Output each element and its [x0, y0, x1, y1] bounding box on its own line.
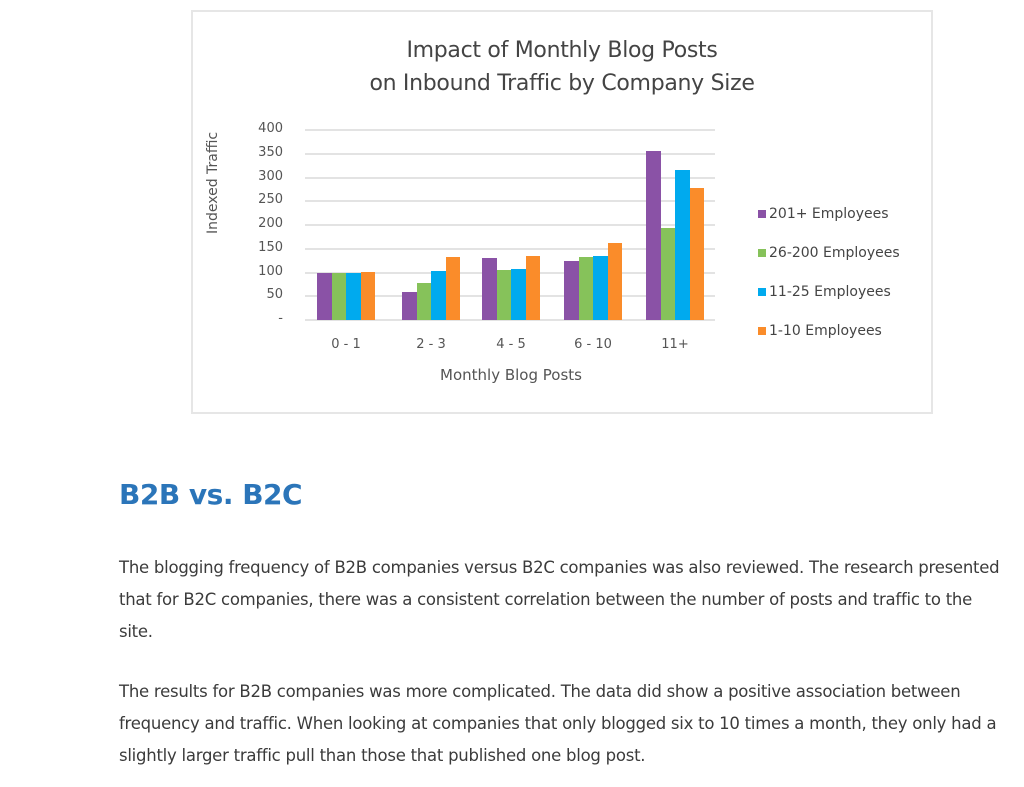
chart-legend: 201+ Employees 26-200 Employees 11-25 Empl… — [758, 194, 900, 350]
bar — [689, 188, 704, 320]
legend-item: 11-25 Employees — [758, 272, 900, 311]
y-tick-label: - — [278, 311, 283, 326]
legend-item: 1-10 Employees — [758, 311, 900, 350]
chart-title-line-2: on Inbound Traffic by Company Size — [369, 71, 755, 96]
bar — [331, 272, 346, 320]
bar — [593, 255, 608, 320]
bar — [511, 269, 526, 320]
x-tick-label: 4 - 5 — [496, 337, 526, 352]
x-tick-label: 2 - 3 — [416, 337, 446, 352]
bar — [646, 151, 661, 320]
y-tick-label: 300 — [258, 168, 283, 184]
y-tick-label: 200 — [258, 216, 283, 231]
bar — [578, 257, 593, 320]
bar — [416, 282, 431, 320]
bar — [445, 257, 460, 320]
chart-title: Impact of Monthly Blog Posts on Inbound … — [193, 34, 931, 100]
bar — [431, 271, 446, 320]
x-axis-label: Monthly Blog Posts — [440, 366, 582, 384]
chart-title-line-1: Impact of Monthly Blog Posts — [406, 38, 718, 63]
legend-label: 1-10 Employees — [769, 322, 882, 339]
x-tick-label: 0 - 1 — [331, 337, 361, 352]
gridline — [305, 224, 715, 226]
x-tick-label: 6 - 10 — [574, 337, 612, 352]
gridline — [305, 152, 715, 155]
section-heading: B2B vs. B2C — [119, 478, 303, 511]
legend-swatch-icon — [758, 248, 766, 257]
chart-container: Impact of Monthly Blog Posts on Inbound … — [191, 10, 933, 414]
bar — [496, 270, 511, 320]
x-tick-label: 11+ — [661, 337, 689, 352]
bar — [346, 272, 361, 320]
gridline — [305, 129, 715, 131]
bar — [317, 272, 332, 320]
bar — [482, 258, 497, 320]
legend-label: 201+ Employees — [769, 205, 889, 222]
y-tick-label: 350 — [258, 144, 283, 160]
paragraph-1: The blogging frequency of B2B companies … — [119, 558, 1000, 641]
legend-swatch-icon — [758, 326, 766, 335]
legend-item: 201+ Employees — [758, 194, 900, 233]
y-tick-label: 250 — [258, 192, 283, 208]
bar — [525, 256, 540, 320]
y-tick-label: 400 — [258, 121, 283, 136]
legend-label: 26-200 Employees — [769, 244, 900, 261]
bar — [564, 260, 579, 320]
y-tick-label: 100 — [258, 263, 283, 279]
gridline — [305, 200, 715, 203]
gridline — [305, 176, 715, 179]
y-tick-label: 150 — [258, 239, 283, 255]
bar — [402, 291, 417, 320]
bar — [660, 228, 675, 320]
bar — [607, 243, 622, 320]
legend-item: 26-200 Employees — [758, 233, 900, 272]
paragraph-2: The results for B2B companies was more c… — [119, 682, 997, 765]
bar — [360, 272, 375, 320]
legend-label: 11-25 Employees — [769, 283, 891, 300]
gridline — [305, 319, 715, 321]
bar — [675, 170, 690, 320]
legend-swatch-icon — [758, 209, 766, 218]
legend-swatch-icon — [758, 287, 766, 296]
plot-area: 400 350 300 250 200 150 100 50 - 0 - 1 2 - 3 4 - 5 6… — [193, 12, 931, 412]
gridline — [305, 247, 715, 250]
y-tick-label: 50 — [266, 287, 283, 303]
